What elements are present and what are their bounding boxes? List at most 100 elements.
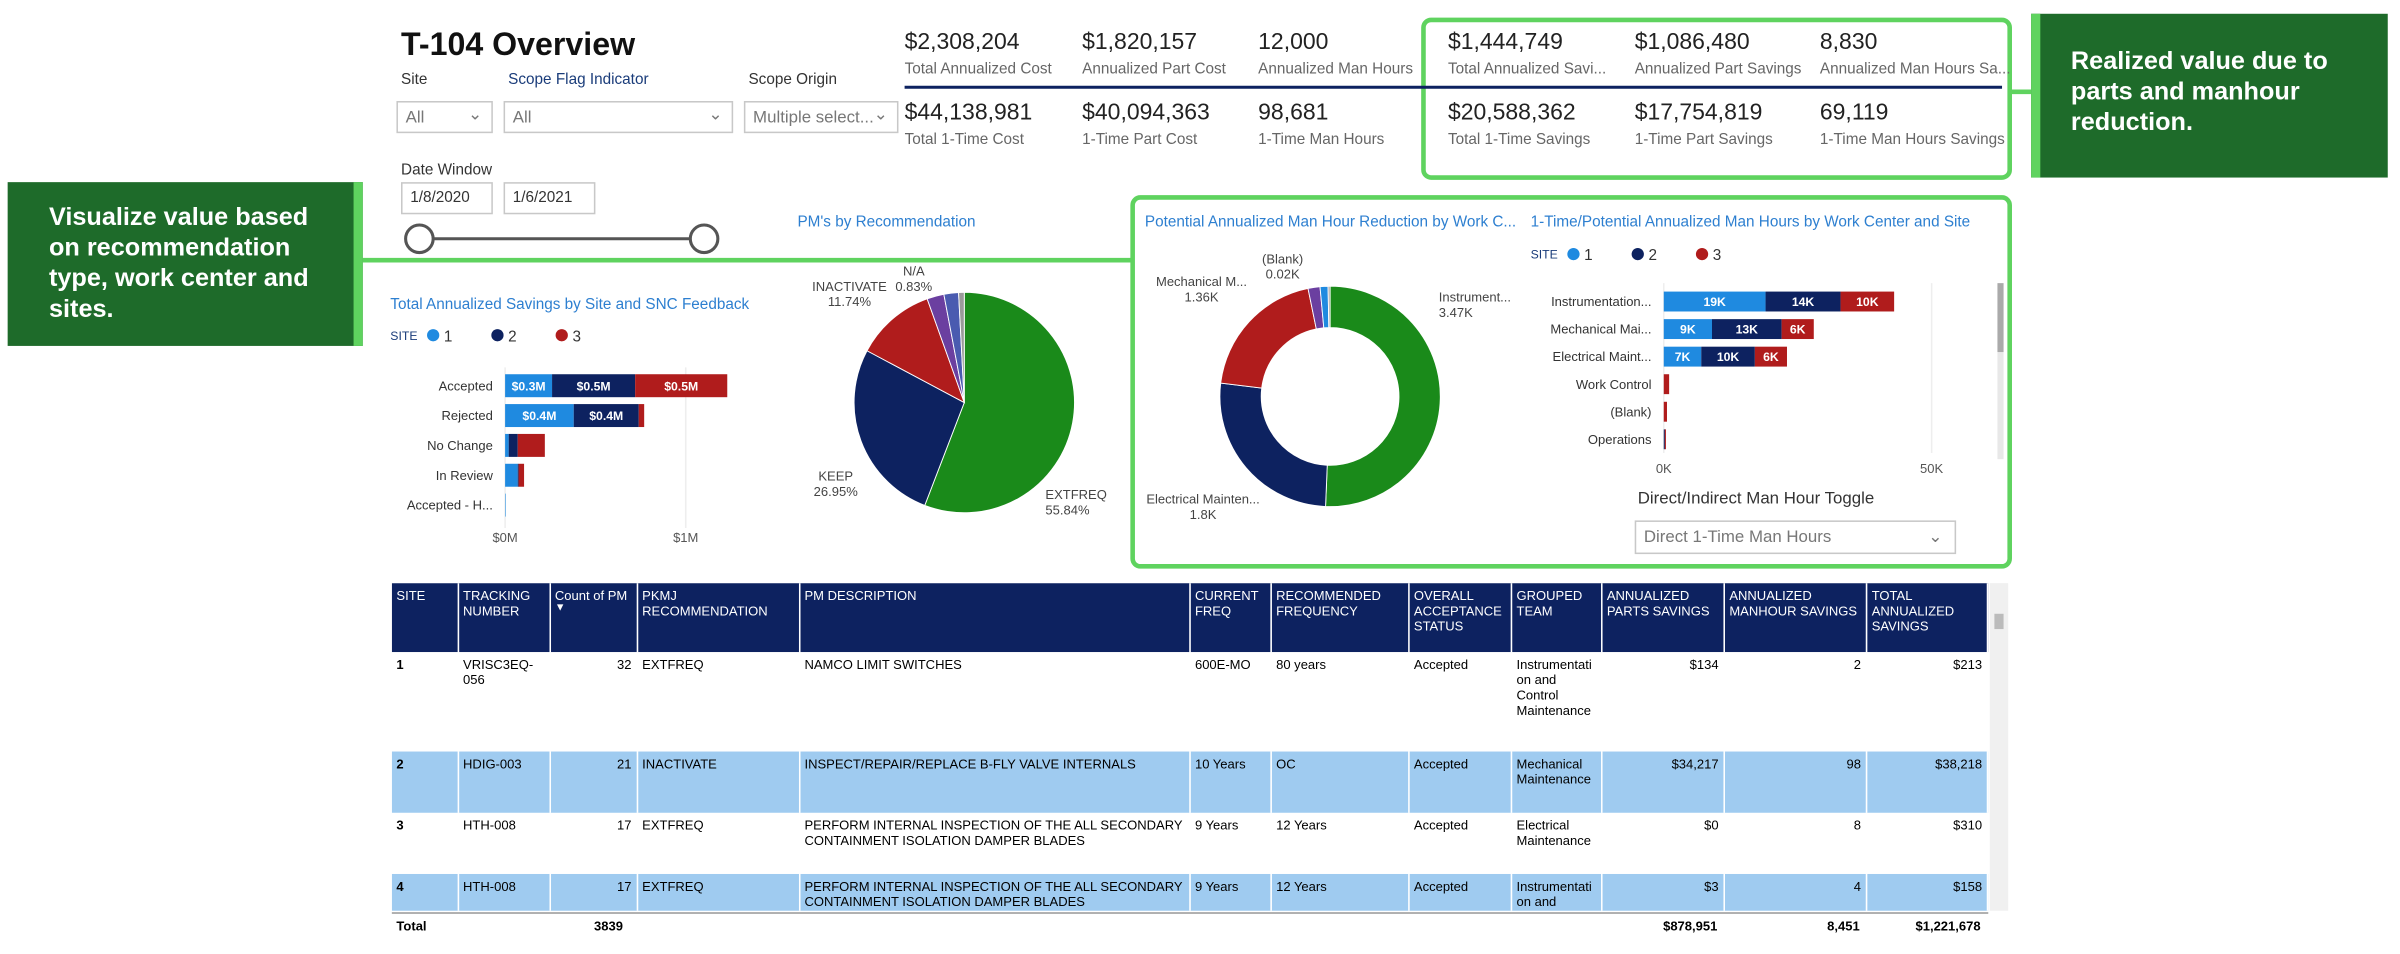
kpi-value: $20,588,362 [1447,99,1576,126]
bar-segment [635,374,728,398]
table-cell: 10 Years [1189,751,1272,813]
table-scrollbar [1989,583,2009,911]
legend-swatch [427,329,440,342]
table-cell: $134 [1601,652,1725,752]
date-start[interactable]: 1/8/2020 [401,182,493,215]
page-title: T-104 Overview [401,27,636,63]
chevron: ⌄ [873,105,888,124]
header-row: SITE TRACKING NUMBER Count of PM ▼ PKMJ RECO… [391,583,1989,653]
bar-segment [517,433,545,457]
column-header[interactable]: TOTAL ANNUALIZED SAVINGS [1866,583,1989,653]
column-header[interactable]: ANNUALIZED PARTS SAVINGS [1601,583,1725,653]
bar-segment [505,404,574,428]
sort-arrow: ▼ [554,603,566,614]
bar-segment [1663,291,1766,312]
scrollbar [1997,283,2004,460]
bar-segment [505,433,509,457]
table-cell: $38,218 [1866,751,1989,813]
total-cell: $878,951 [1663,918,1718,934]
y-tick-label: In Review [436,468,494,483]
table-cell: $310 [1866,812,1989,874]
bar-segment [518,463,525,487]
date-end[interactable]: 1/6/2021 [503,182,596,215]
table-cell: $213 [1866,652,1989,752]
column-header[interactable]: RECOMMENDED FREQUENCY [1270,583,1410,653]
column-header[interactable]: SITE [391,583,459,653]
column-header[interactable]: OVERALL ACCEPTANCE STATUS [1408,583,1512,653]
table-row[interactable]: 3 HTH-008 17 EXTFREQ PERFORM INTERNAL INSPEC… [391,812,1989,874]
x-tick-label: $1M [673,530,698,545]
column-header[interactable]: TRACKING NUMBER [457,583,551,653]
bar-segment [505,374,553,398]
scroll-thumb[interactable] [1994,613,2004,630]
kpi-label: 1-Time Man Hours Savings [1819,131,2005,149]
data-label: 19K [1703,295,1726,309]
slice-label: EXTFREQ [1045,487,1106,502]
date-label: Date Window [401,162,493,180]
y-tick-label: Mechanical Mai... [1550,322,1651,337]
table-cell: 1 [391,652,459,752]
table-viewport: SITE TRACKING NUMBER Count of PM ▼ PKMJ RECO… [391,583,1989,911]
table-cell: $0 [1601,812,1725,874]
y-tick-label: No Change [427,438,493,453]
toggle-value: Direct 1-Time Man Hours [1643,528,1832,547]
kpi-value: $17,754,819 [1634,99,1763,126]
legend-title: SITE [390,329,417,343]
kpi-value: 12,000 [1258,29,1329,56]
column-header[interactable]: GROUPED TEAM [1511,583,1603,653]
legend-label: 3 [572,328,581,345]
filter-dropdown[interactable]: Multiple select... ⌄ [743,101,899,134]
filter-dropdown[interactable]: All ⌄ [396,101,493,134]
table-cell: Mechanical Maintenance [1511,751,1603,813]
table-row[interactable]: 1 VRISC3EQ-056 32 EXTFREQ NAMCO LIMIT SWITCH… [391,652,1989,752]
table-row[interactable]: 2 HDIG-003 21 INACTIVATE INSPECT/REPAIR/REPL… [391,751,1989,813]
bar-segment [1765,291,1841,312]
slider-handle[interactable] [688,223,720,255]
table-row[interactable]: 4 HTH-008 17 EXTFREQ PERFORM INTERNAL INSPEC… [391,873,1989,911]
bar-segment [1664,429,1666,450]
table-cell: EXTFREQ [636,652,800,752]
kpi-value: $44,138,981 [904,99,1033,126]
slice-label: N/A [903,264,925,279]
column-header[interactable]: PM DESCRIPTION [799,583,1191,653]
chart-title: PM's by Recommendation [797,214,975,231]
kpi-value: 8,830 [1819,29,1878,56]
table-cell: PERFORM INTERNAL INSPECTION OF THE ALL S… [799,873,1191,911]
bar-segment [508,433,518,457]
bar-segment [505,493,506,517]
kpi-label: Annualized Part Savings [1634,61,1802,79]
bar-segment [1663,374,1670,395]
chart-title: 1-Time/Potential Annualized Man Hours by… [1531,214,1971,231]
kpi-value: 98,681 [1258,99,1329,126]
table-cell: 17 [549,812,638,874]
toggle-dropdown[interactable]: Direct 1-Time Man Hours ⌄ [1634,520,1957,555]
kpi-label: Total 1-Time Cost [904,131,1024,149]
bar-segment [573,404,639,428]
table-cell: HTH-008 [457,873,551,911]
data-label: 13K [1736,323,1759,337]
table-cell: EXTFREQ [636,812,800,874]
y-tick-label: Work Control [1576,377,1652,392]
slice-value: 1.36K [1185,290,1219,305]
slider-handle[interactable] [404,223,435,255]
data-label: 9K [1680,323,1696,337]
kpi-value: 69,119 [1819,99,1889,126]
legend-label: 1 [444,328,453,345]
column-header[interactable]: Count of PM ▼ [549,583,638,653]
table-cell: $34,217 [1601,751,1725,813]
chevron: ⌄ [468,105,483,124]
column-header[interactable]: PKMJ RECOMMENDATION [636,583,800,653]
table-cell: Instrumentation and Control Maintenance [1511,652,1603,752]
y-tick-label: Electrical Maint... [1553,349,1652,364]
legend-swatch [1695,247,1709,261]
slice-value: 0.02K [1266,267,1300,282]
column-header[interactable]: ANNUALIZED MANHOUR SAVINGS [1723,583,1868,653]
chart-frame [1130,195,2012,569]
data-label: $0.3M [512,379,546,393]
filter-dropdown[interactable]: All ⌄ [503,101,734,134]
slice-value: 1.8K [1190,507,1217,522]
table-cell: 21 [549,751,638,813]
column-header[interactable]: CURRENT FREQ [1189,583,1272,653]
slice [1220,287,1317,389]
scroll-thumb[interactable] [1997,283,2004,353]
